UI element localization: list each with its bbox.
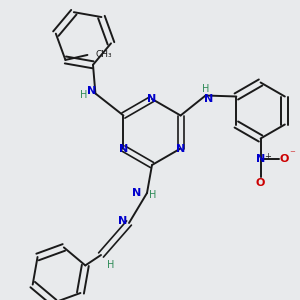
Text: H: H: [107, 260, 115, 270]
Text: N: N: [176, 143, 185, 154]
Text: H: H: [80, 91, 87, 100]
Text: H: H: [149, 190, 157, 200]
Text: N: N: [87, 85, 96, 95]
Text: N: N: [147, 94, 157, 104]
Text: N: N: [132, 188, 142, 198]
Text: N: N: [119, 143, 128, 154]
Text: +: +: [264, 152, 271, 161]
Text: O: O: [280, 154, 289, 164]
Text: CH₃: CH₃: [95, 50, 112, 59]
Text: N: N: [204, 94, 213, 103]
Text: H: H: [202, 85, 209, 94]
Text: ⁻: ⁻: [290, 149, 296, 160]
Text: N: N: [118, 216, 127, 226]
Text: O: O: [256, 178, 265, 188]
Text: N: N: [256, 154, 265, 164]
